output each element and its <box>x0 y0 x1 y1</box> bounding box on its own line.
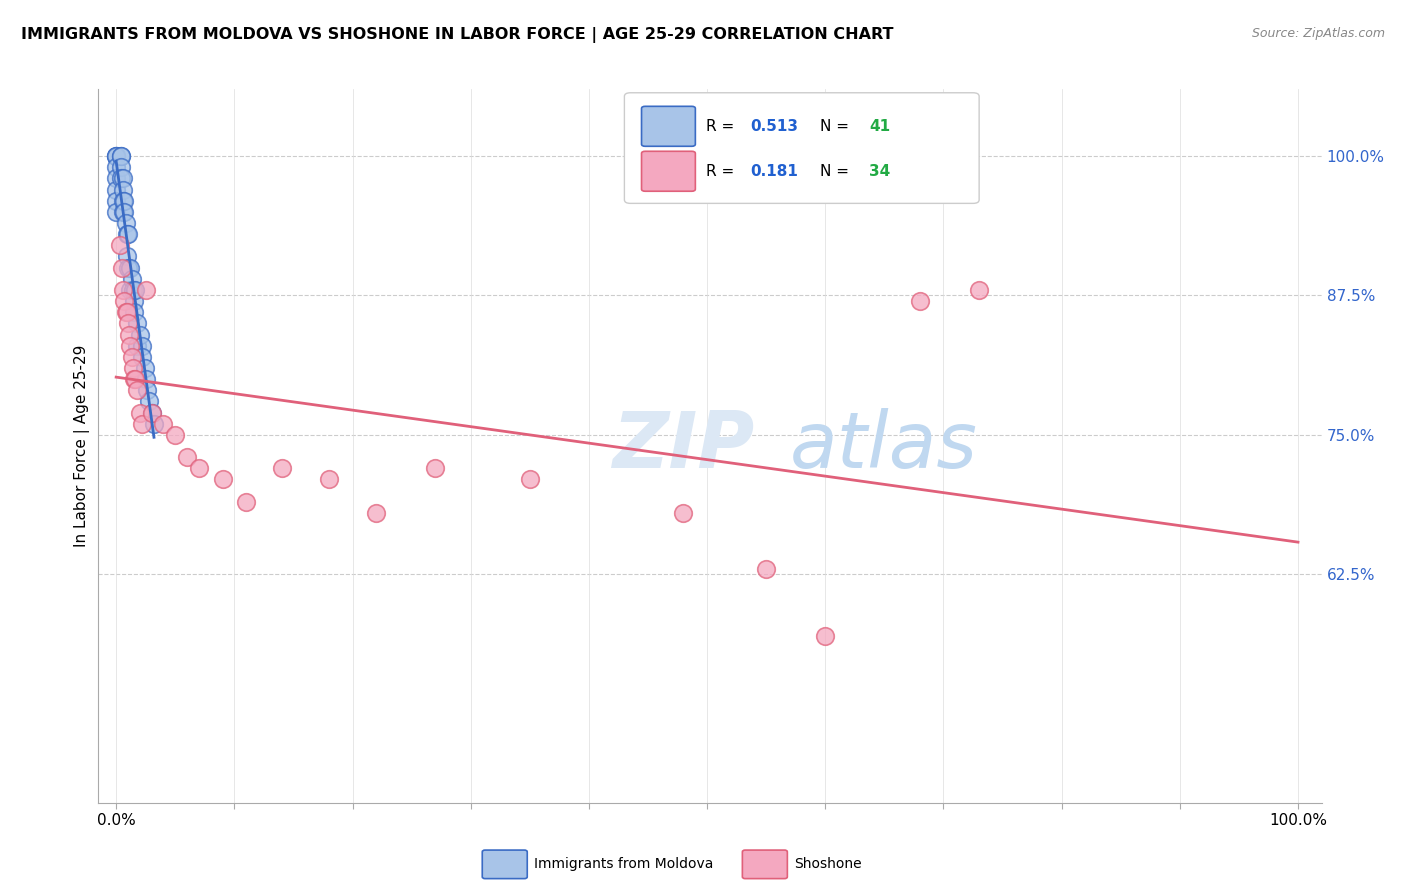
Point <box>112 294 135 309</box>
Text: Immigrants from Moldova: Immigrants from Moldova <box>534 857 714 871</box>
Point <box>318 473 340 487</box>
Point <box>115 305 138 319</box>
Point <box>110 149 132 163</box>
Text: ZIP: ZIP <box>612 408 755 484</box>
Text: Source: ZipAtlas.com: Source: ZipAtlas.com <box>1251 27 1385 40</box>
Point <box>112 205 135 219</box>
Text: N =: N = <box>820 119 853 134</box>
Text: 0.513: 0.513 <box>751 119 799 134</box>
Point <box>128 406 150 420</box>
Point <box>117 317 139 331</box>
Text: Shoshone: Shoshone <box>794 857 862 871</box>
Point <box>131 339 153 353</box>
Point <box>138 394 160 409</box>
Point <box>121 350 143 364</box>
Point <box>187 461 209 475</box>
Point <box>755 562 778 576</box>
Point <box>120 260 142 275</box>
Point <box>425 461 447 475</box>
Point <box>105 205 128 219</box>
Point <box>105 171 128 186</box>
Point <box>112 171 135 186</box>
Text: 0.181: 0.181 <box>751 164 799 178</box>
Point <box>110 161 132 175</box>
Point <box>105 183 128 197</box>
Point <box>131 417 153 431</box>
FancyBboxPatch shape <box>624 93 979 203</box>
Point <box>105 161 128 175</box>
Point <box>165 428 187 442</box>
Point <box>112 205 135 219</box>
Point <box>235 495 257 509</box>
Text: R =: R = <box>706 119 740 134</box>
Point <box>105 149 128 163</box>
Point <box>122 294 145 309</box>
Point <box>122 305 145 319</box>
Point <box>117 260 139 275</box>
Point <box>127 317 149 331</box>
Point <box>105 194 128 208</box>
Point <box>115 227 138 242</box>
Point <box>124 372 146 386</box>
Point <box>135 384 157 398</box>
Point <box>141 406 163 420</box>
Point <box>127 384 149 398</box>
Text: 34: 34 <box>869 164 890 178</box>
Point <box>112 194 135 208</box>
Point <box>114 305 136 319</box>
Point <box>141 406 163 420</box>
Point <box>672 506 695 520</box>
Point <box>121 272 143 286</box>
Text: 41: 41 <box>869 119 890 134</box>
Point <box>134 361 156 376</box>
Point <box>108 238 131 252</box>
Point <box>967 283 990 297</box>
Point <box>118 327 141 342</box>
FancyBboxPatch shape <box>641 106 696 146</box>
Point <box>270 461 292 475</box>
Point <box>115 250 138 264</box>
Point <box>127 339 149 353</box>
Point <box>366 506 388 520</box>
Point <box>110 149 132 163</box>
Point <box>135 372 157 386</box>
Y-axis label: In Labor Force | Age 25-29: In Labor Force | Age 25-29 <box>75 345 90 547</box>
Point <box>124 283 146 297</box>
Point <box>211 473 233 487</box>
Text: R =: R = <box>706 164 740 178</box>
Point <box>122 372 145 386</box>
Point <box>105 149 128 163</box>
Point <box>152 417 174 431</box>
Point <box>112 183 135 197</box>
Point <box>112 283 135 297</box>
Point <box>112 194 135 208</box>
Point <box>128 327 150 342</box>
Point <box>131 350 153 364</box>
Text: atlas: atlas <box>790 408 977 484</box>
Point <box>121 283 143 297</box>
Point <box>135 283 157 297</box>
Point <box>117 227 139 242</box>
Point <box>176 450 198 465</box>
Point <box>121 361 143 376</box>
Point <box>105 149 128 163</box>
Point <box>110 171 132 186</box>
Point <box>814 629 837 643</box>
Point <box>143 417 166 431</box>
Text: N =: N = <box>820 164 853 178</box>
Point <box>519 473 541 487</box>
Text: IMMIGRANTS FROM MOLDOVA VS SHOSHONE IN LABOR FORCE | AGE 25-29 CORRELATION CHART: IMMIGRANTS FROM MOLDOVA VS SHOSHONE IN L… <box>21 27 894 43</box>
Point <box>908 294 931 309</box>
Point <box>120 283 142 297</box>
Point <box>111 260 134 275</box>
FancyBboxPatch shape <box>641 152 696 191</box>
Point <box>114 216 136 230</box>
Point <box>120 339 142 353</box>
